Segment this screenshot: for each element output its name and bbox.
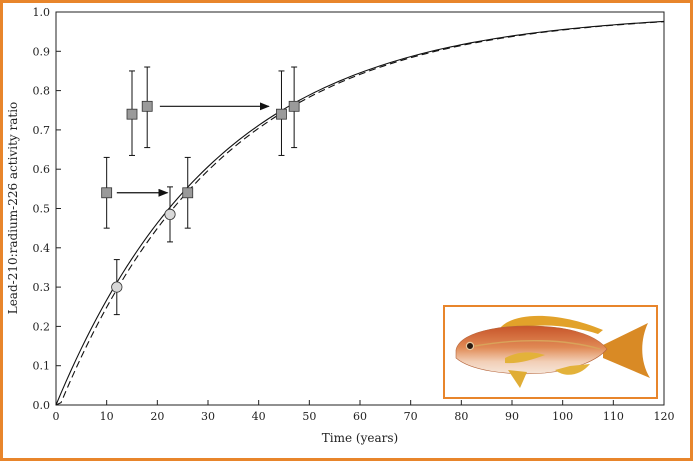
data-points — [101, 66, 300, 316]
x-axis-title: Time (years) — [322, 431, 398, 445]
y-axis-ticks: 0.0 0.1 0.2 0.3 0.4 0.5 0.6 0.7 0.8 0.9 1.0 — [33, 6, 61, 412]
fish-dorsal-fin — [500, 315, 603, 334]
x-axis-ticks: 0 10 20 30 40 50 60 70 80 90 100 110 120 — [53, 400, 675, 423]
fish-pelvic-fin — [508, 370, 527, 388]
fish-pectoral-fin — [505, 352, 545, 364]
y-tick-label: 0.7 — [33, 124, 51, 137]
x-tick-label: 80 — [454, 410, 468, 423]
circle-marker — [164, 208, 176, 220]
circle-marker — [111, 281, 123, 293]
y-tick-label: 1.0 — [33, 6, 51, 19]
square-marker — [101, 187, 113, 199]
square-marker — [141, 100, 153, 112]
x-tick-label: 120 — [654, 410, 675, 423]
x-tick-label: 40 — [252, 410, 266, 423]
square-marker — [182, 187, 194, 199]
x-tick-label: 0 — [53, 410, 60, 423]
x-tick-label: 60 — [353, 410, 367, 423]
fish-body — [455, 325, 608, 375]
y-tick-label: 0.6 — [33, 163, 51, 176]
x-tick-label: 100 — [552, 410, 573, 423]
y-tick-label: 0.4 — [33, 242, 51, 255]
y-tick-label: 0.5 — [33, 203, 51, 216]
fish-stripe — [474, 339, 601, 350]
y-axis-title: Lead-210:radium-226 activity ratio — [6, 102, 20, 315]
square-marker — [276, 108, 287, 120]
fish-illustration — [455, 315, 650, 388]
model-curves — [55, 20, 665, 406]
y-tick-label: 0.0 — [33, 399, 51, 412]
y-tick-label: 0.8 — [33, 85, 51, 98]
model-curve-dashed — [55, 21, 665, 406]
x-tick-label: 90 — [505, 410, 519, 423]
fish-tail — [603, 323, 650, 378]
y-tick-label: 0.1 — [33, 360, 51, 373]
y-tick-label: 0.2 — [33, 320, 51, 333]
y-tick-label: 0.3 — [33, 281, 51, 294]
arrows — [116, 102, 270, 197]
square-marker — [288, 100, 300, 112]
square-marker — [126, 108, 138, 120]
y-tick-label: 0.9 — [33, 45, 51, 58]
fish-anal-fin — [555, 364, 590, 375]
x-tick-label: 50 — [302, 410, 316, 423]
x-tick-label: 110 — [603, 410, 624, 423]
x-tick-label: 20 — [150, 410, 164, 423]
fish-eye — [465, 341, 475, 351]
fish-inset — [443, 305, 658, 399]
x-tick-label: 70 — [404, 410, 418, 423]
x-tick-label: 30 — [201, 410, 215, 423]
x-tick-label: 10 — [100, 410, 114, 423]
axes: 0 10 20 30 40 50 60 70 80 90 100 110 120 0.00.10.20.… — [6, 6, 675, 445]
